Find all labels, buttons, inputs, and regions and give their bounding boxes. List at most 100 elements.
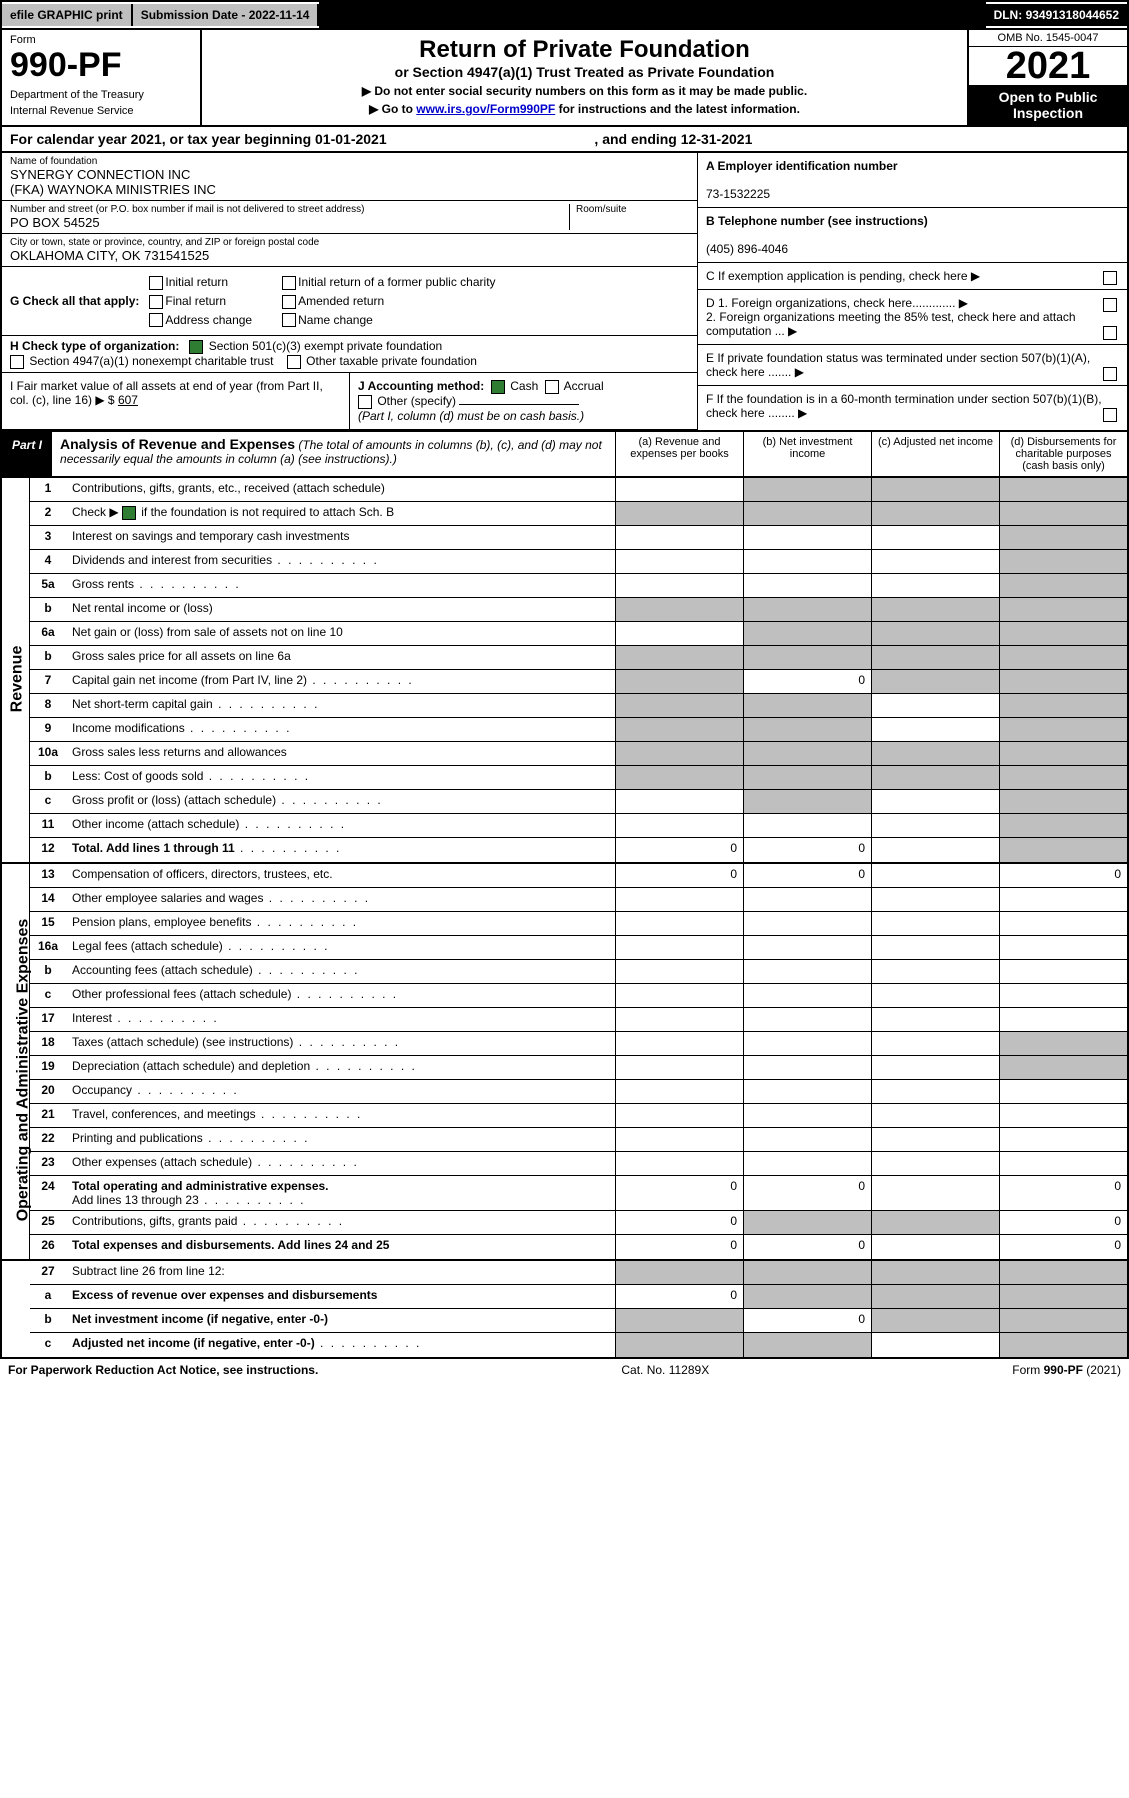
v27aa: 0	[615, 1285, 743, 1308]
addr-label: Number and street (or P.O. box number if…	[10, 204, 569, 215]
v13b: 0	[743, 864, 871, 887]
r16c: Other professional fees (attach schedule…	[66, 984, 615, 1007]
expenses-table: Operating and Administrative Expenses 13…	[0, 864, 1129, 1261]
g-opt[interactable]: Amended return	[282, 294, 495, 309]
r27b: Net investment income (if negative, ente…	[72, 1312, 328, 1326]
efile-print-button[interactable]: efile GRAPHIC print	[2, 4, 133, 26]
r13: Compensation of officers, directors, tru…	[66, 864, 615, 887]
v24d: 0	[999, 1176, 1127, 1210]
r3: Interest on savings and temporary cash i…	[66, 526, 615, 549]
footer-mid: Cat. No. 11289X	[621, 1363, 709, 1377]
form-header: Form 990-PF Department of the Treasury I…	[0, 30, 1129, 127]
r14: Other employee salaries and wages	[66, 888, 615, 911]
r5a: Gross rents	[66, 574, 615, 597]
addr-value: PO BOX 54525	[10, 215, 569, 230]
revenue-label: Revenue	[8, 645, 26, 712]
cal-end: , and ending 12-31-2021	[594, 131, 752, 147]
r10a: Gross sales less returns and allowances	[66, 742, 615, 765]
r27c: Adjusted net income (if negative, enter …	[72, 1336, 315, 1350]
g-label: G Check all that apply:	[10, 294, 139, 308]
r12: Total. Add lines 1 through 11	[72, 841, 235, 855]
e-check[interactable]	[1103, 367, 1117, 381]
dln-label: DLN:	[994, 8, 1026, 22]
expenses-rows: 13Compensation of officers, directors, t…	[30, 864, 1127, 1259]
r1: Contributions, gifts, grants, etc., rece…	[66, 478, 615, 501]
meta-right: A Employer identification number 73-1532…	[697, 153, 1127, 430]
foundation-fka: (FKA) WAYNOKA MINISTRIES INC	[10, 182, 689, 197]
ein-label: A Employer identification number	[706, 159, 898, 173]
v25d: 0	[999, 1211, 1127, 1234]
h-check-501c3[interactable]	[189, 340, 203, 354]
v26b: 0	[743, 1235, 871, 1259]
r21: Travel, conferences, and meetings	[66, 1104, 615, 1127]
r6a: Net gain or (loss) from sale of assets n…	[66, 622, 615, 645]
g-opt[interactable]: Initial return	[149, 275, 252, 290]
part1-header: Part I Analysis of Revenue and Expenses …	[0, 432, 1129, 478]
dln-value: 93491318044652	[1026, 8, 1119, 22]
r18: Taxes (attach schedule) (see instruction…	[66, 1032, 615, 1055]
d1-check[interactable]	[1103, 298, 1117, 312]
room-label: Room/suite	[576, 204, 689, 215]
section-ij: I Fair market value of all assets at end…	[2, 373, 697, 430]
g-opt[interactable]: Final return	[149, 294, 252, 309]
g-opt-label: Initial return	[165, 275, 228, 289]
g-opt[interactable]: Initial return of a former public charit…	[282, 275, 495, 290]
tel-row: B Telephone number (see instructions) (4…	[698, 208, 1127, 263]
v13a: 0	[615, 864, 743, 887]
summary-table: 27Subtract line 26 from line 12: aExcess…	[0, 1261, 1129, 1359]
g-opt-label: Final return	[165, 294, 226, 308]
footer-left: For Paperwork Reduction Act Notice, see …	[8, 1363, 318, 1377]
r24: Total operating and administrative expen…	[72, 1179, 329, 1193]
part1-title-block: Analysis of Revenue and Expenses (The to…	[52, 432, 615, 476]
r5b: Net rental income or (loss)	[66, 598, 615, 621]
dept-label: Department of the Treasury	[10, 89, 192, 101]
r10c: Gross profit or (loss) (attach schedule)	[66, 790, 615, 813]
j-cash-check[interactable]	[491, 380, 505, 394]
v7b: 0	[743, 670, 871, 693]
section-d: D 1. Foreign organizations, check here..…	[698, 290, 1127, 345]
d2-check[interactable]	[1103, 326, 1117, 340]
h-check-4947[interactable]	[10, 355, 24, 369]
revenue-side: Revenue	[2, 478, 30, 862]
h-opt3: Other taxable private foundation	[306, 354, 477, 368]
g-opt[interactable]: Name change	[282, 313, 495, 328]
g-opt-label: Address change	[165, 313, 252, 327]
part1-title: Analysis of Revenue and Expenses	[60, 436, 295, 452]
g-opt-label: Name change	[298, 313, 373, 327]
v24b: 0	[743, 1176, 871, 1210]
city-label: City or town, state or province, country…	[10, 237, 689, 248]
irs-link[interactable]: www.irs.gov/Form990PF	[416, 102, 555, 116]
summary-rows: 27Subtract line 26 from line 12: aExcess…	[30, 1261, 1127, 1357]
r16b: Accounting fees (attach schedule)	[66, 960, 615, 983]
g-opt-label: Initial return of a former public charit…	[298, 275, 495, 289]
r2-check[interactable]	[122, 506, 136, 520]
section-i: I Fair market value of all assets at end…	[2, 373, 350, 429]
revenue-rows: 1Contributions, gifts, grants, etc., rec…	[30, 478, 1127, 862]
cal-begin: For calendar year 2021, or tax year begi…	[10, 131, 387, 147]
c-check[interactable]	[1103, 271, 1117, 285]
j-label: J Accounting method:	[358, 379, 484, 393]
f-check[interactable]	[1103, 408, 1117, 422]
v25a: 0	[615, 1211, 743, 1234]
expenses-side: Operating and Administrative Expenses	[2, 864, 30, 1259]
irs-label: Internal Revenue Service	[10, 105, 192, 117]
expenses-label: Operating and Administrative Expenses	[14, 919, 32, 1222]
i-label: I Fair market value of all assets at end…	[10, 379, 323, 407]
col-a: (a) Revenue and expenses per books	[615, 432, 743, 476]
section-h: H Check type of organization: Section 50…	[2, 336, 697, 373]
tel-value: (405) 896-4046	[706, 242, 788, 256]
c-label: C If exemption application is pending, c…	[706, 269, 968, 283]
j-other: Other (specify)	[377, 394, 456, 408]
h-check-other[interactable]	[287, 355, 301, 369]
g-opt-label: Amended return	[298, 294, 384, 308]
revenue-table: Revenue 1Contributions, gifts, grants, e…	[0, 478, 1129, 864]
j-accrual-check[interactable]	[545, 380, 559, 394]
col-c: (c) Adjusted net income	[871, 432, 999, 476]
footer: For Paperwork Reduction Act Notice, see …	[0, 1359, 1129, 1381]
j-other-check[interactable]	[358, 395, 372, 409]
g-opt[interactable]: Address change	[149, 313, 252, 328]
r23: Other expenses (attach schedule)	[66, 1152, 615, 1175]
r4: Dividends and interest from securities	[66, 550, 615, 573]
v27bb: 0	[743, 1309, 871, 1332]
e-label: E If private foundation status was termi…	[706, 351, 1090, 379]
